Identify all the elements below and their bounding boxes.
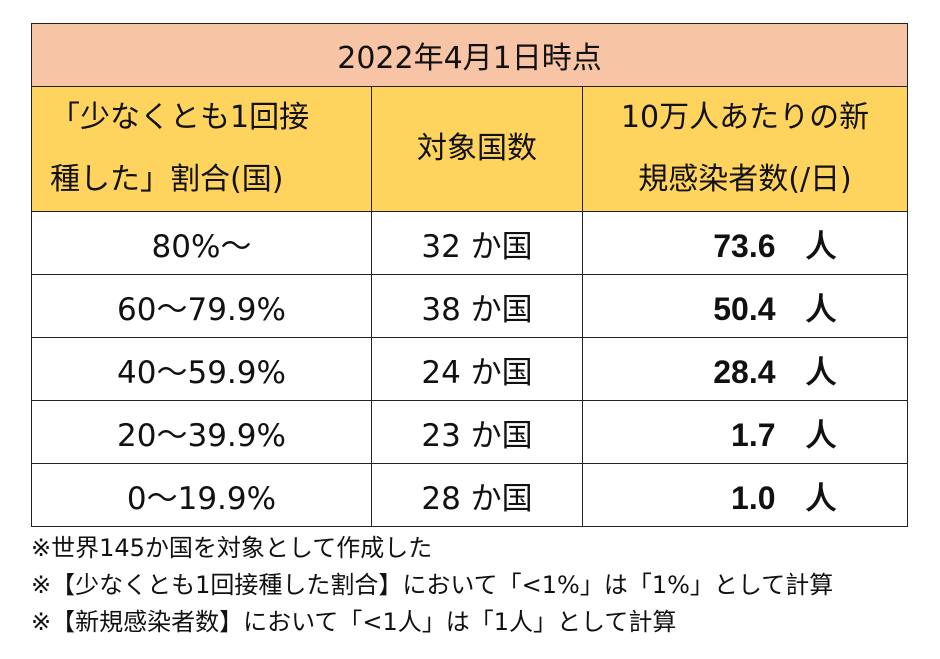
footnote: ※【新規感染者数】において「<1人」は「1人」として計算 <box>31 608 677 636</box>
footnote: ※世界145か国を対象として作成した <box>31 534 433 562</box>
vaccination-table: 2022年4月1日時点 「少なくとも1回接 種した」割合(国) 対象国数 10万… <box>31 23 908 527</box>
header-new-infections: 10万人あたりの新 規感染者数(/日) <box>582 86 908 212</box>
rate-cell: 40〜59.9% <box>31 337 372 401</box>
infection-cell: 50.4 人 <box>582 274 908 338</box>
infection-cell: 28.4 人 <box>582 337 908 401</box>
count-cell: 28 か国 <box>371 463 583 527</box>
count-cell: 32 か国 <box>371 211 583 275</box>
header-country-count: 対象国数 <box>371 86 583 212</box>
infection-value: 73.6 <box>713 227 776 264</box>
infection-value: 1.0 <box>731 479 776 516</box>
header-infection-line-1: 10万人あたりの新 <box>620 100 870 135</box>
rate-cell: 20〜39.9% <box>31 400 372 464</box>
header-infection-line-2: 規感染者数(/日) <box>638 162 852 197</box>
infection-cell: 73.6 人 <box>582 211 908 275</box>
rate-cell: 80%〜 <box>31 211 372 275</box>
count-cell: 24 か国 <box>371 337 583 401</box>
header-rate-line-1: 「少なくとも1回接 <box>50 100 310 135</box>
header-vaccination-rate: 「少なくとも1回接 種した」割合(国) <box>31 86 372 212</box>
infection-unit: 人 <box>805 354 837 391</box>
infection-cell: 1.0 人 <box>582 463 908 527</box>
infection-value: 50.4 <box>713 290 776 327</box>
infection-unit: 人 <box>805 480 837 517</box>
table-row: 20〜39.9% 23 か国 1.7 人 <box>31 400 908 464</box>
infection-unit: 人 <box>805 228 837 265</box>
infection-unit: 人 <box>805 291 837 328</box>
footnotes: ※世界145か国を対象として作成した ※【少なくとも1回接種した割合】において「… <box>31 530 833 641</box>
count-cell: 38 か国 <box>371 274 583 338</box>
infection-value: 1.7 <box>731 416 776 453</box>
infection-value: 28.4 <box>713 353 776 390</box>
table-title: 2022年4月1日時点 <box>31 23 908 87</box>
table-row: 80%〜 32 か国 73.6 人 <box>31 211 908 275</box>
infection-unit: 人 <box>805 417 837 454</box>
rate-cell: 0〜19.9% <box>31 463 372 527</box>
footnote: ※【少なくとも1回接種した割合】において「<1%」は「1%」として計算 <box>31 571 834 599</box>
table-row: 0〜19.9% 28 か国 1.0 人 <box>31 463 908 527</box>
infection-cell: 1.7 人 <box>582 400 908 464</box>
rate-cell: 60〜79.9% <box>31 274 372 338</box>
count-cell: 23 か国 <box>371 400 583 464</box>
table-row: 60〜79.9% 38 か国 50.4 人 <box>31 274 908 338</box>
table-row: 40〜59.9% 24 か国 28.4 人 <box>31 337 908 401</box>
header-rate-line-2: 種した」割合(国) <box>50 162 284 197</box>
